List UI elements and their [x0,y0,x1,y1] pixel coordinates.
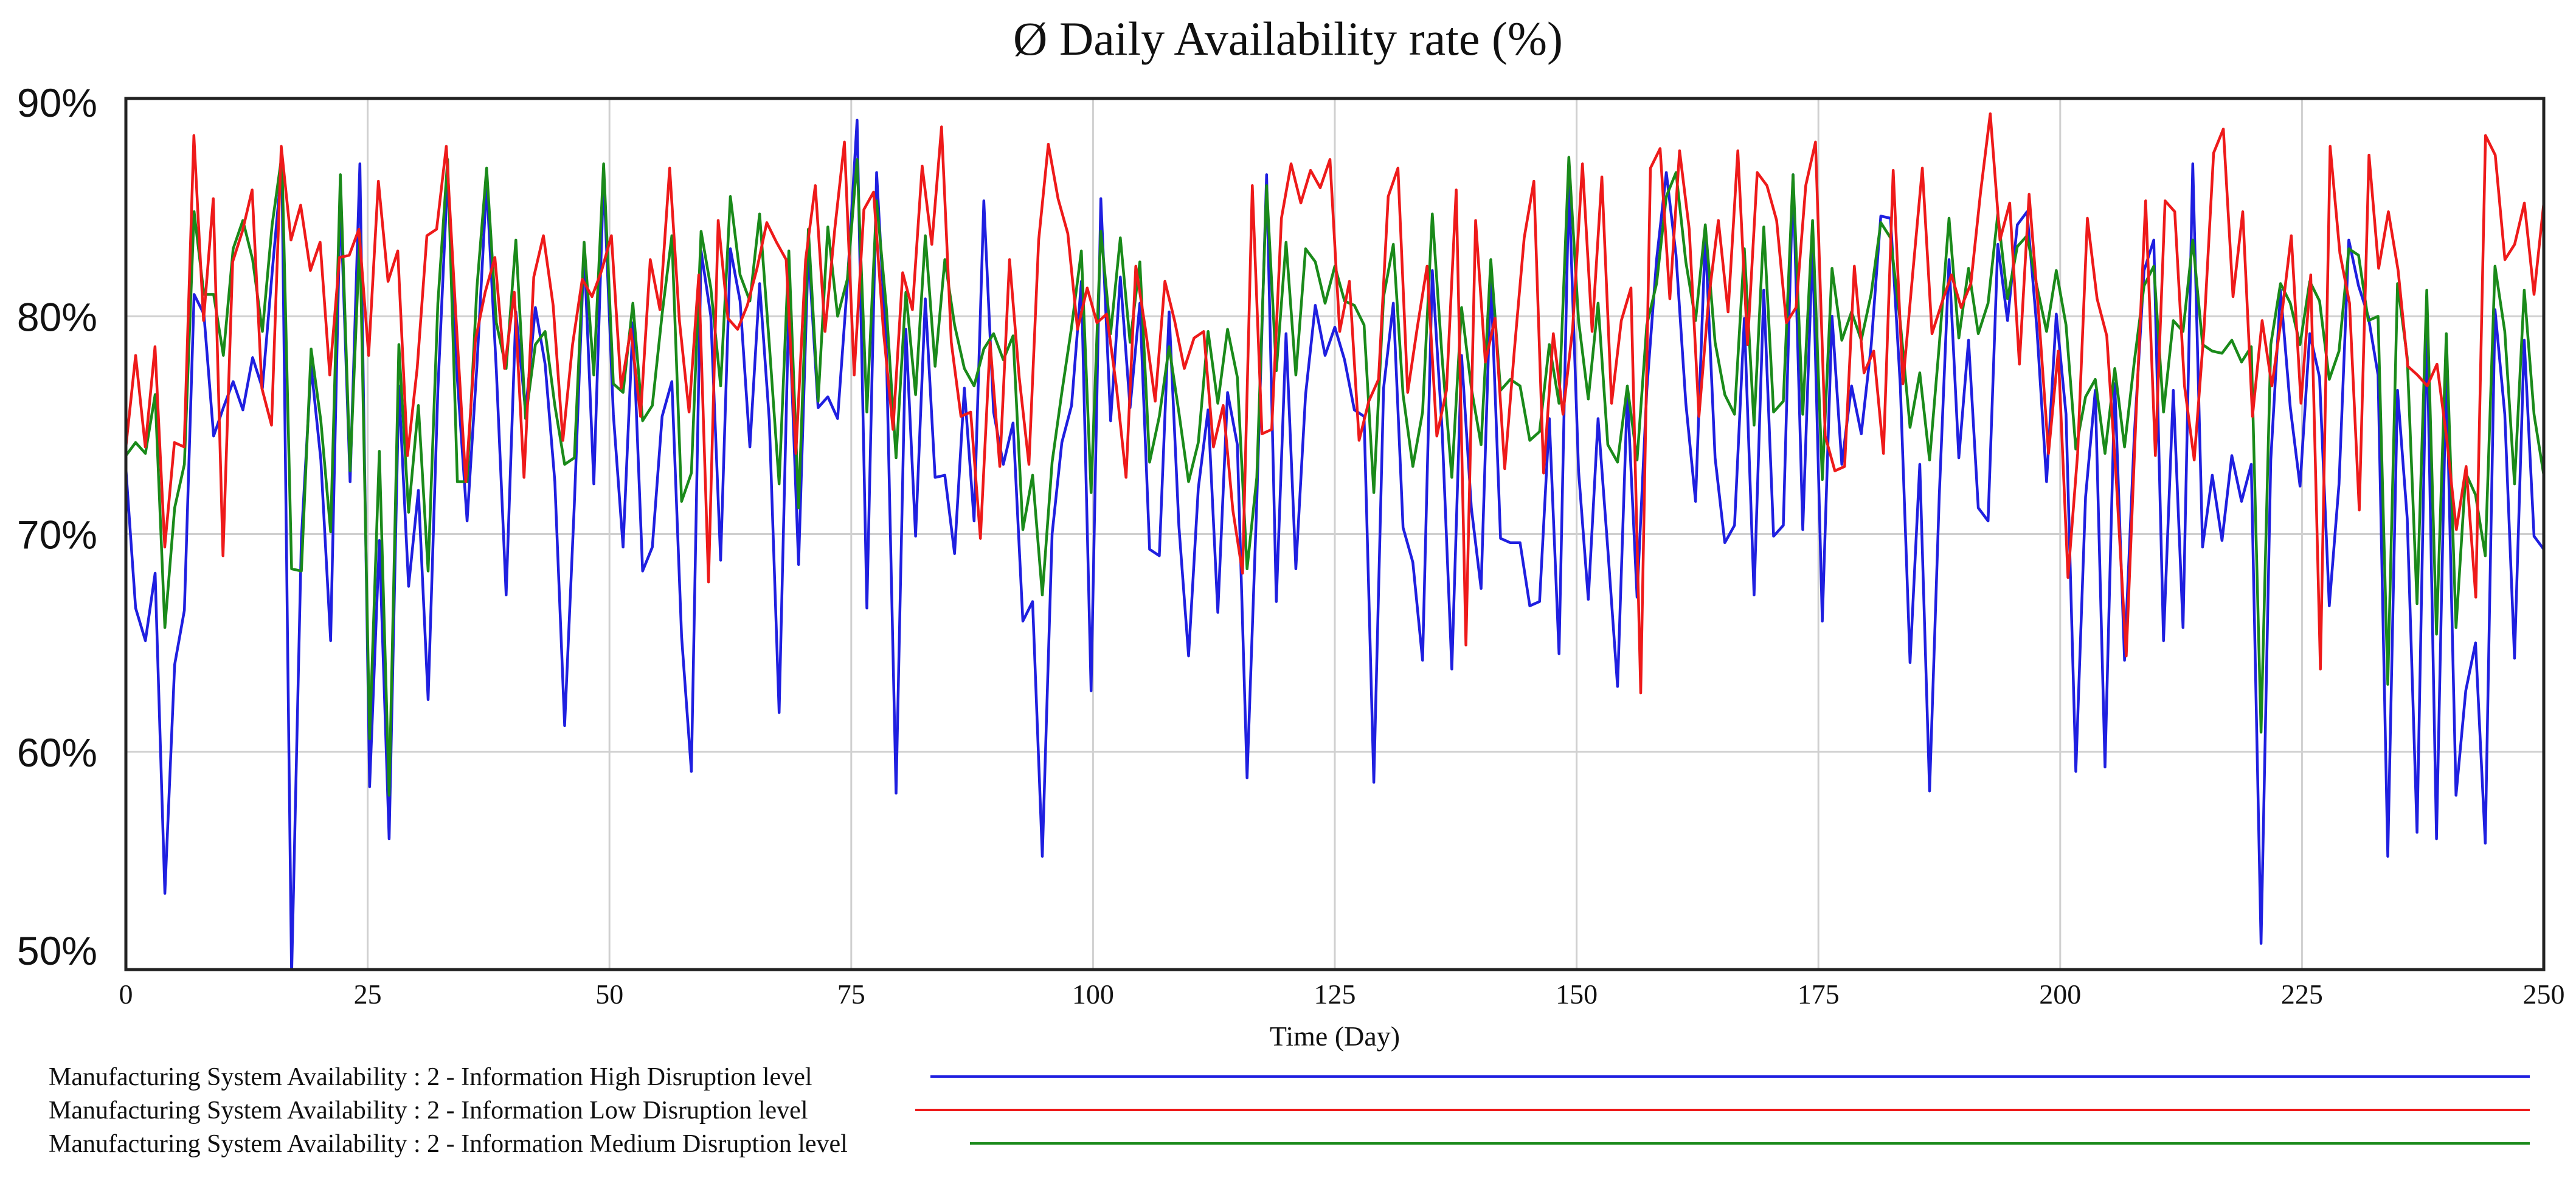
y-axis-tick-labels: 50% 60% 70% 80% 90% [17,80,97,973]
series-line-low [126,112,2544,695]
x-tick-label: 100 [1072,979,1114,1010]
legend: Manufacturing System Availability : 2 - … [49,1063,2530,1158]
y-tick-label: 60% [17,730,97,775]
series-lines [126,112,2544,970]
plot-frame [124,97,2546,971]
x-tick-label: 125 [1314,979,1356,1010]
x-tick-label: 25 [354,979,382,1010]
y-tick-label: 50% [17,928,97,973]
x-tick-label: 175 [1798,979,1840,1010]
x-tick-label: 200 [2039,979,2081,1010]
legend-label-low: Manufacturing System Availability : 2 - … [49,1097,808,1125]
y-tick-label: 90% [17,80,97,125]
x-tick-label: 50 [595,979,623,1010]
x-axis-tick-labels: 0 25 50 75 100 125 150 175 200 225 250 [119,979,2565,1010]
x-axis-label: Time (Day) [1270,1021,1400,1052]
x-tick-label: 250 [2523,979,2565,1010]
y-tick-label: 80% [17,294,97,339]
x-tick-label: 150 [1556,979,1598,1010]
chart-title: Ø Daily Availability rate (%) [1013,12,1563,65]
x-tick-label: 75 [837,979,865,1010]
legend-label-high: Manufacturing System Availability : 2 - … [49,1063,812,1091]
x-tick-label: 225 [2281,979,2323,1010]
x-tick-label: 0 [119,979,133,1010]
legend-label-medium: Manufacturing System Availability : 2 - … [49,1130,848,1158]
y-tick-label: 70% [17,512,97,557]
